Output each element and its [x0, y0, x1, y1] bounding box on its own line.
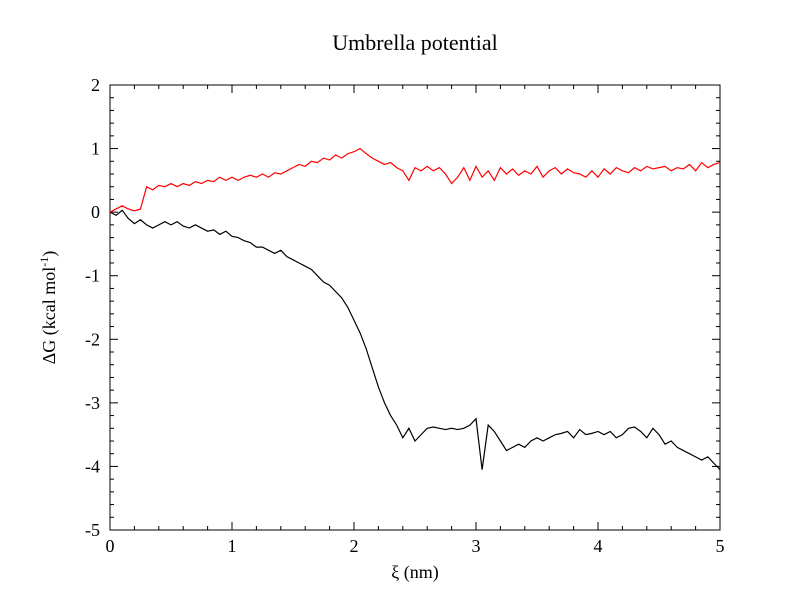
x-axis-label: ξ (nm) — [391, 562, 439, 583]
y-tick-label: 1 — [91, 139, 100, 159]
x-tick-label: 3 — [472, 536, 481, 556]
y-tick-label: 2 — [91, 75, 100, 95]
y-tick-label: -2 — [85, 329, 100, 349]
chart-container: 0 1 2 3 4 5 -5 -4 -3 -2 -1 0 1 2 Umbrella potential ξ (… — [0, 0, 792, 612]
y-tick-label: -3 — [85, 393, 100, 413]
series-black — [110, 210, 720, 469]
y-axis-label: ΔG (kcal mol-1) — [37, 251, 60, 365]
x-tick-label: 1 — [228, 536, 237, 556]
x-tick-label: 0 — [106, 536, 115, 556]
y-tick-label: 0 — [91, 202, 100, 222]
plot-box — [110, 85, 720, 530]
series-red — [110, 149, 720, 213]
y-tick-label: -1 — [85, 266, 100, 286]
x-tick-label: 2 — [350, 536, 359, 556]
chart-title: Umbrella potential — [332, 30, 498, 55]
y-tick-label: -5 — [85, 520, 100, 540]
chart-svg: 0 1 2 3 4 5 -5 -4 -3 -2 -1 0 1 2 Umbrella potential ξ (… — [0, 0, 792, 612]
x-tick-label: 4 — [594, 536, 603, 556]
x-tick-label: 5 — [716, 536, 725, 556]
y-tick-label: -4 — [85, 456, 100, 476]
